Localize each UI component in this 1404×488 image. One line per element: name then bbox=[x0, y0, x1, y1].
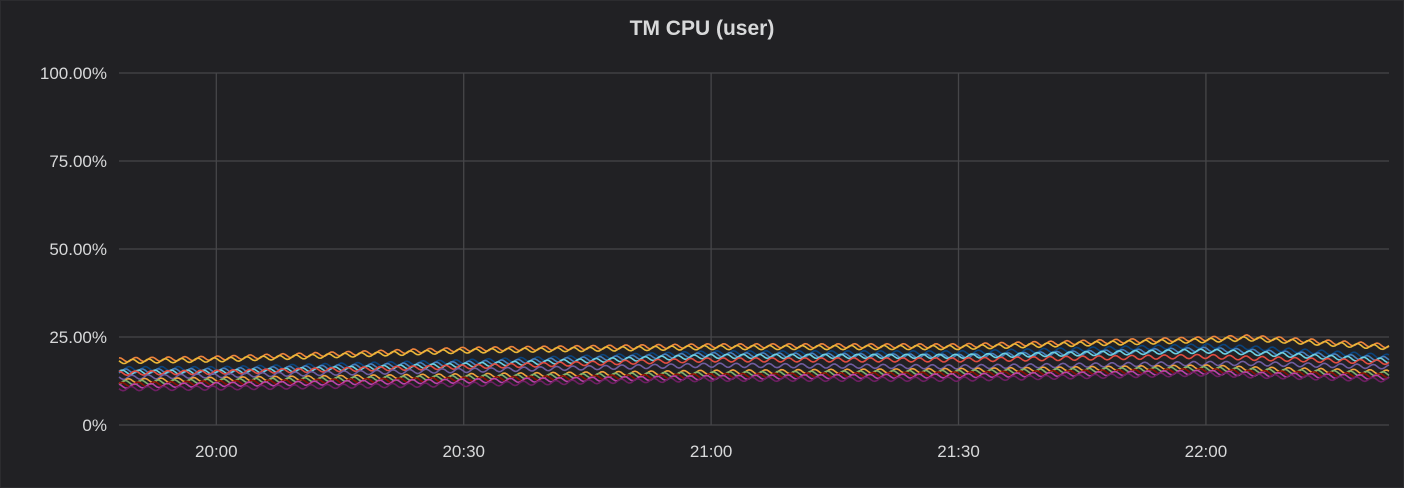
series-line-7 bbox=[118, 360, 1390, 381]
chart-title: TM CPU (user) bbox=[629, 17, 775, 40]
y-tick-label: 50.00% bbox=[49, 240, 107, 259]
series-line-3 bbox=[118, 342, 1390, 372]
series-line-11 bbox=[118, 369, 1390, 390]
series-line-6 bbox=[118, 353, 1390, 377]
series-line-12 bbox=[118, 371, 1390, 392]
x-tick-label: 20:30 bbox=[442, 442, 485, 461]
series-line-5 bbox=[118, 348, 1390, 376]
y-tick-label: 75.00% bbox=[49, 152, 107, 171]
x-tick-label: 21:00 bbox=[690, 442, 733, 461]
x-tick-label: 22:00 bbox=[1185, 442, 1228, 461]
series-line-2 bbox=[118, 335, 1390, 365]
y-tick-label: 100.00% bbox=[40, 64, 107, 83]
x-tick-label: 21:30 bbox=[937, 442, 980, 461]
y-tick-label: 25.00% bbox=[49, 328, 107, 347]
series-line-8 bbox=[118, 364, 1390, 384]
y-tick-label: 0% bbox=[82, 416, 107, 435]
x-tick-label: 20:00 bbox=[195, 442, 238, 461]
